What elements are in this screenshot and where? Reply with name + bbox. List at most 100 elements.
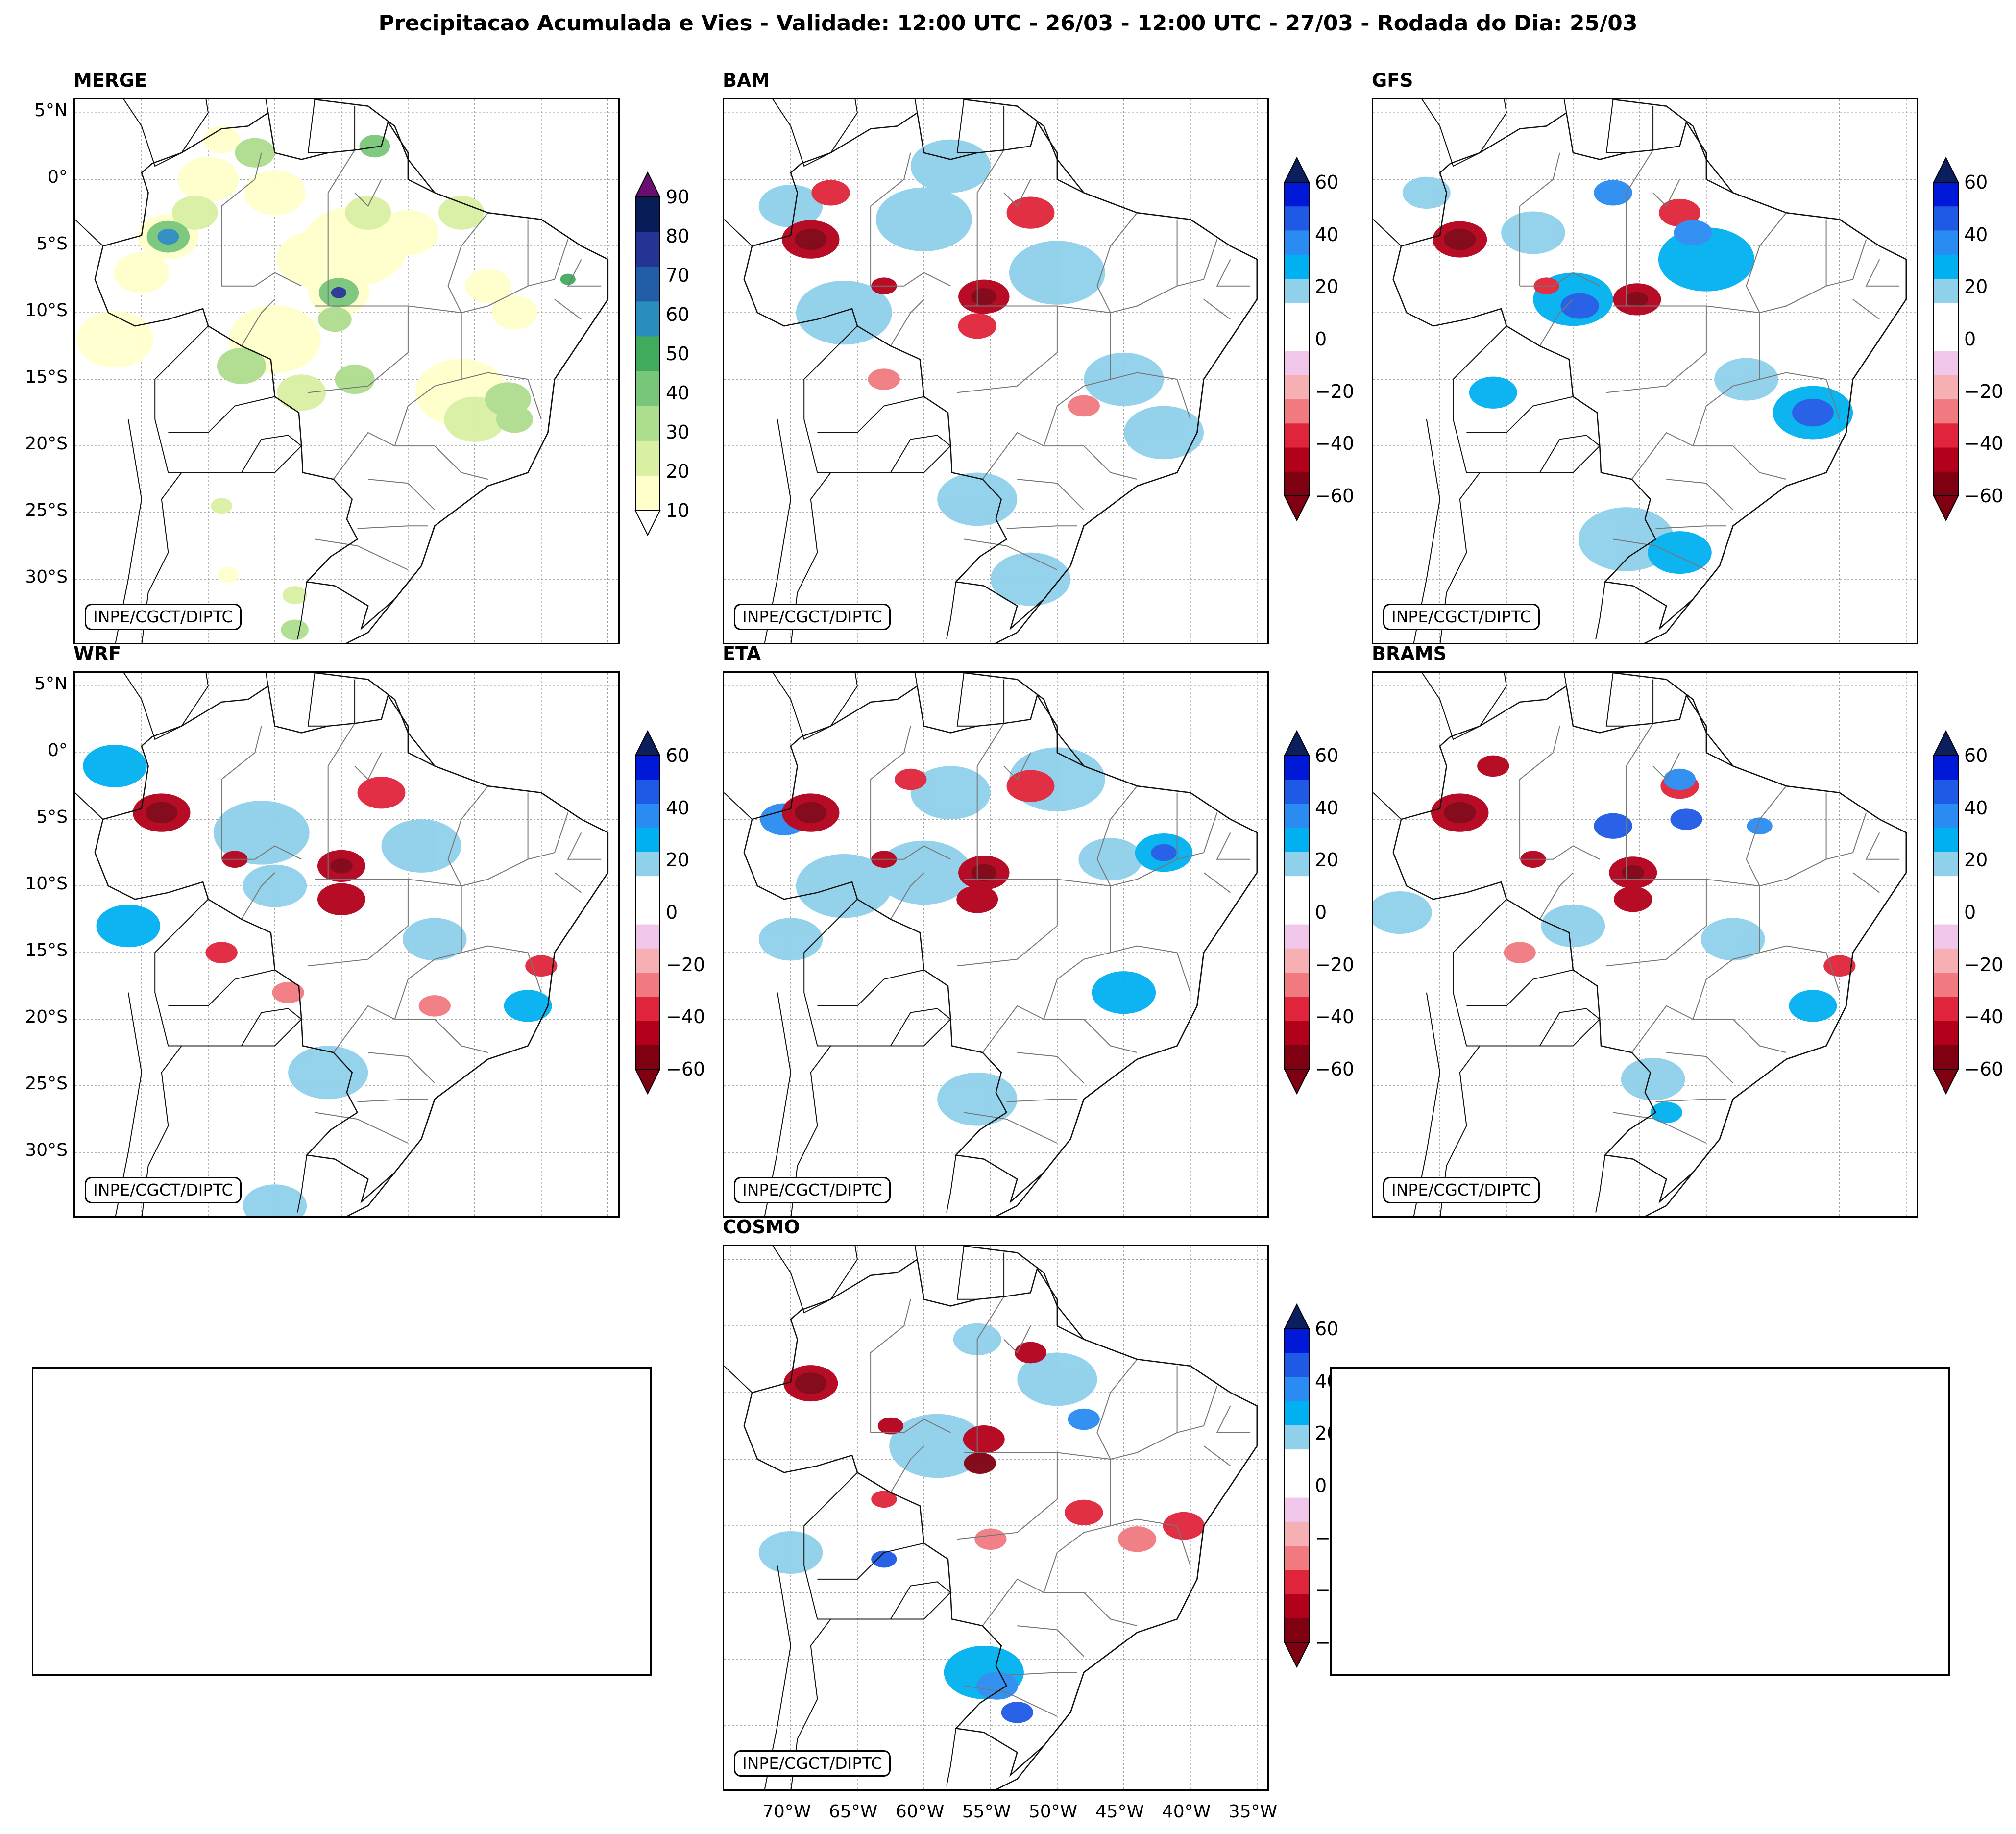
precip-cell: [317, 307, 352, 332]
latitude-label: 20°S: [25, 1007, 68, 1027]
state-boundary: [976, 149, 1004, 306]
state-boundary: [354, 179, 382, 207]
colorbar-segment: [1285, 828, 1309, 853]
state-boundary: [1177, 239, 1218, 287]
colorbar-tick-label: 40: [1964, 797, 1988, 819]
colorbar-tick-label: 60: [666, 304, 690, 325]
positive-bias-cell: [758, 1531, 823, 1574]
state-boundaries: [221, 149, 602, 570]
country-border: [724, 766, 798, 820]
colorbar-segment: [1934, 351, 1958, 376]
negative-bias-cell: [1065, 1499, 1103, 1526]
longitude-label: 55°W: [962, 1802, 1011, 1822]
colorbar-segment: [1285, 1570, 1309, 1595]
positive-bias-cell: [96, 905, 161, 948]
map-panel-brams: INPE/CGCT/DIPTC: [1372, 671, 1918, 1218]
positive-bias-cell: [1621, 1057, 1685, 1100]
state-boundary: [1655, 1099, 1726, 1102]
state-boundary: [1216, 1405, 1251, 1433]
colorbar-tick-label: 40: [1315, 797, 1339, 819]
negative-bias-cell: [971, 288, 997, 305]
country-border: [307, 99, 328, 153]
precip-cell: [331, 287, 347, 298]
state-boundary: [1137, 219, 1178, 307]
positive-bias-cell: [1670, 808, 1702, 830]
negative-bias-cell: [964, 1452, 996, 1474]
map-panel-eta: INPE/CGCT/DIPTC: [723, 671, 1269, 1218]
country-border: [1373, 766, 1447, 820]
precip-cell: [244, 170, 306, 216]
state-boundary: [982, 1578, 1044, 1626]
country-border: [914, 1246, 918, 1260]
country-border: [123, 673, 209, 740]
colorbar-tick-label: −40: [1315, 433, 1355, 455]
state-boundary: [528, 812, 569, 860]
positive-bias-cell: [288, 1046, 368, 1100]
credit-label: INPE/CGCT/DIPTC: [1383, 1176, 1540, 1203]
colorbar-extend-min: [1933, 1069, 1959, 1095]
country-border: [241, 435, 302, 473]
colorbar-segment: [1934, 254, 1958, 279]
positive-bias-cell: [1747, 817, 1773, 835]
state-boundary: [333, 432, 395, 480]
colorbar-tick-label: 20: [1964, 276, 1988, 298]
colorbar-segment: [1285, 182, 1309, 207]
colorbar-extend-max: [1284, 730, 1310, 756]
state-boundary: [567, 832, 602, 860]
country-border: [946, 1155, 957, 1213]
latitude-label: 0°: [48, 167, 68, 188]
state-boundary: [368, 1052, 436, 1084]
country-border: [724, 1339, 798, 1394]
negative-bias-cell: [1823, 955, 1856, 977]
negative-bias-cell: [1626, 292, 1649, 307]
colorbar-tick-label: −20: [1964, 954, 2004, 976]
state-boundary: [1044, 445, 1138, 480]
colorbar-segment: [1285, 1594, 1309, 1619]
colorbar-segment: [1285, 1425, 1309, 1450]
state-boundary: [1203, 872, 1231, 893]
state-boundary: [461, 945, 542, 993]
panel-title-cosmo: COSMO: [723, 1216, 800, 1238]
colorbar-segment: [1285, 254, 1309, 279]
colorbar-segment: [1285, 375, 1309, 400]
negative-bias-cell: [795, 802, 827, 824]
negative-bias-cell: [877, 1417, 904, 1435]
colorbar-segment: [1934, 230, 1958, 255]
state-boundary: [1693, 1019, 1787, 1053]
country-border: [803, 1472, 891, 1620]
country-border: [297, 1155, 308, 1213]
state-boundary: [1746, 212, 1800, 314]
positive-bias-cell: [937, 1072, 1018, 1126]
state-boundary: [1003, 179, 1031, 207]
state-boundary: [1519, 152, 1560, 286]
colorbar-tick-label: 90: [666, 186, 690, 208]
negative-bias-cell: [871, 1491, 897, 1508]
colorbar-segment: [1934, 182, 1958, 207]
colorbar-segment: [1934, 804, 1958, 829]
colorbar-segment: [1285, 1618, 1309, 1643]
colorbar-segment: [635, 804, 660, 829]
colorbar-segment: [1285, 399, 1309, 424]
precip-cell: [217, 347, 266, 384]
negative-bias-cell: [1014, 1342, 1047, 1364]
precip-cell: [171, 196, 218, 230]
negative-bias-cell: [1444, 228, 1476, 250]
state-boundary: [1786, 219, 1827, 307]
latitude-label: 5°N: [34, 674, 68, 694]
positive-bias-cell: [1373, 891, 1432, 934]
colorbar-segment: [635, 828, 660, 853]
country-border: [1373, 193, 1447, 247]
state-boundary: [394, 313, 462, 446]
colorbar-tick-label: 20: [1315, 849, 1339, 871]
colorbar-extend-max: [1933, 156, 1959, 183]
colorbar-extend-min: [1284, 1642, 1310, 1668]
colorbar-segment: [635, 232, 660, 267]
positive-bias-cell: [937, 472, 1018, 526]
state-boundaries: [1519, 723, 1900, 1144]
state-boundary: [1539, 872, 1574, 920]
state-boundary: [1652, 179, 1680, 207]
latitude-label: 5°N: [34, 100, 68, 121]
country-border: [1605, 99, 1627, 153]
colorbar-segment: [635, 852, 660, 877]
